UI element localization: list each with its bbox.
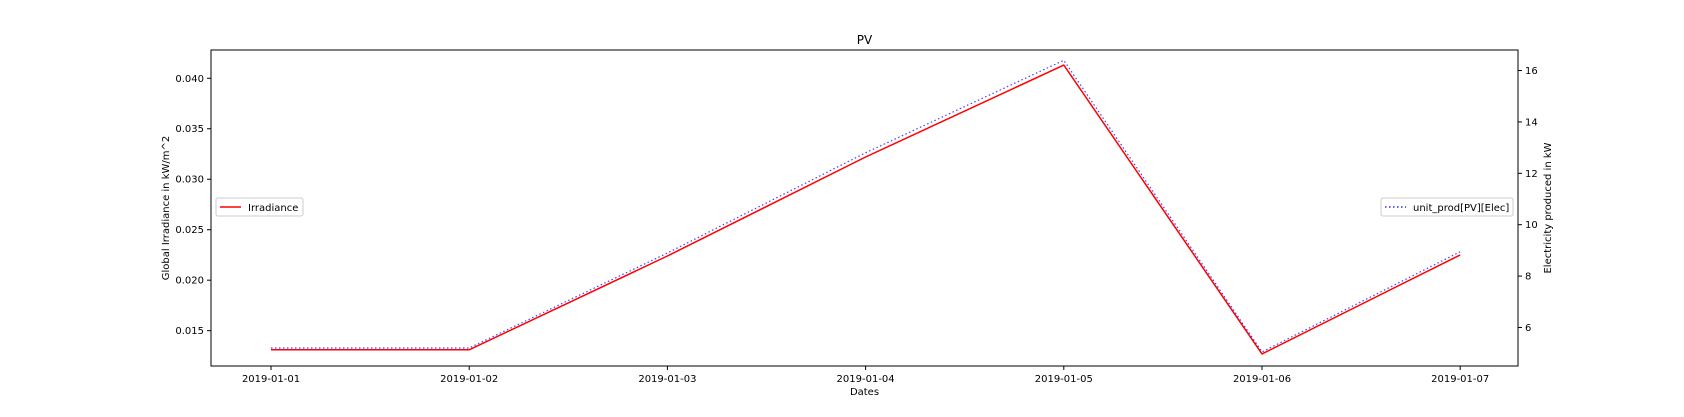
chart-title: PV [857, 33, 873, 47]
y-right-tick-label: 10 [1525, 220, 1538, 231]
series-line-unit-prod [271, 59, 1461, 353]
x-tick-label: 2019-01-02 [440, 374, 498, 385]
y-right-tick-label: 12 [1525, 169, 1538, 180]
series-line-irradiance [271, 64, 1461, 355]
legend-irradiance-label: Irradiance [248, 203, 298, 214]
series-layer [271, 59, 1461, 355]
legend-irradiance: Irradiance [215, 197, 304, 217]
y-left-tick-label: 0.025 [175, 225, 204, 236]
y-axis-left-label: Global Irradiance in kW/m^2 [161, 136, 172, 280]
legend-unit-prod: unit_prod[PV][Elec] [1380, 197, 1514, 217]
y-right-tick-label: 14 [1525, 117, 1538, 128]
legend-irradiance-frame [215, 197, 304, 217]
y-axis-right-ticks: 6 8 10 12 14 16 [1518, 66, 1538, 334]
y-left-tick-label: 0.020 [175, 276, 204, 287]
y-left-tick-label: 0.030 [175, 175, 204, 186]
y-left-tick-label: 0.035 [175, 124, 204, 135]
x-axis-ticks: 2019-01-01 2019-01-02 2019-01-03 2019-01-04… [242, 366, 1489, 385]
y-left-tick-label: 0.015 [175, 326, 204, 337]
y-axis-right-label: Electricity produced in kW [1543, 142, 1554, 273]
y-right-tick-label: 16 [1525, 66, 1538, 77]
x-tick-label: 2019-01-06 [1233, 374, 1291, 385]
x-tick-label: 2019-01-04 [837, 374, 895, 385]
x-axis-label: Dates [850, 387, 879, 398]
legend-unit-prod-label: unit_prod[PV][Elec] [1413, 203, 1509, 214]
y-left-tick-label: 0.040 [175, 74, 204, 85]
y-right-tick-label: 8 [1525, 272, 1531, 283]
x-tick-label: 2019-01-03 [638, 374, 696, 385]
legend-unit-prod-frame [1380, 197, 1514, 217]
y-axis-left-ticks: 0.015 0.020 0.025 0.030 0.035 0.040 [175, 74, 211, 337]
plot-area [210, 49, 1519, 367]
y-right-tick-label: 6 [1525, 323, 1531, 334]
x-tick-label: 2019-01-01 [242, 374, 300, 385]
x-tick-label: 2019-01-05 [1035, 374, 1093, 385]
x-tick-label: 2019-01-07 [1431, 374, 1489, 385]
